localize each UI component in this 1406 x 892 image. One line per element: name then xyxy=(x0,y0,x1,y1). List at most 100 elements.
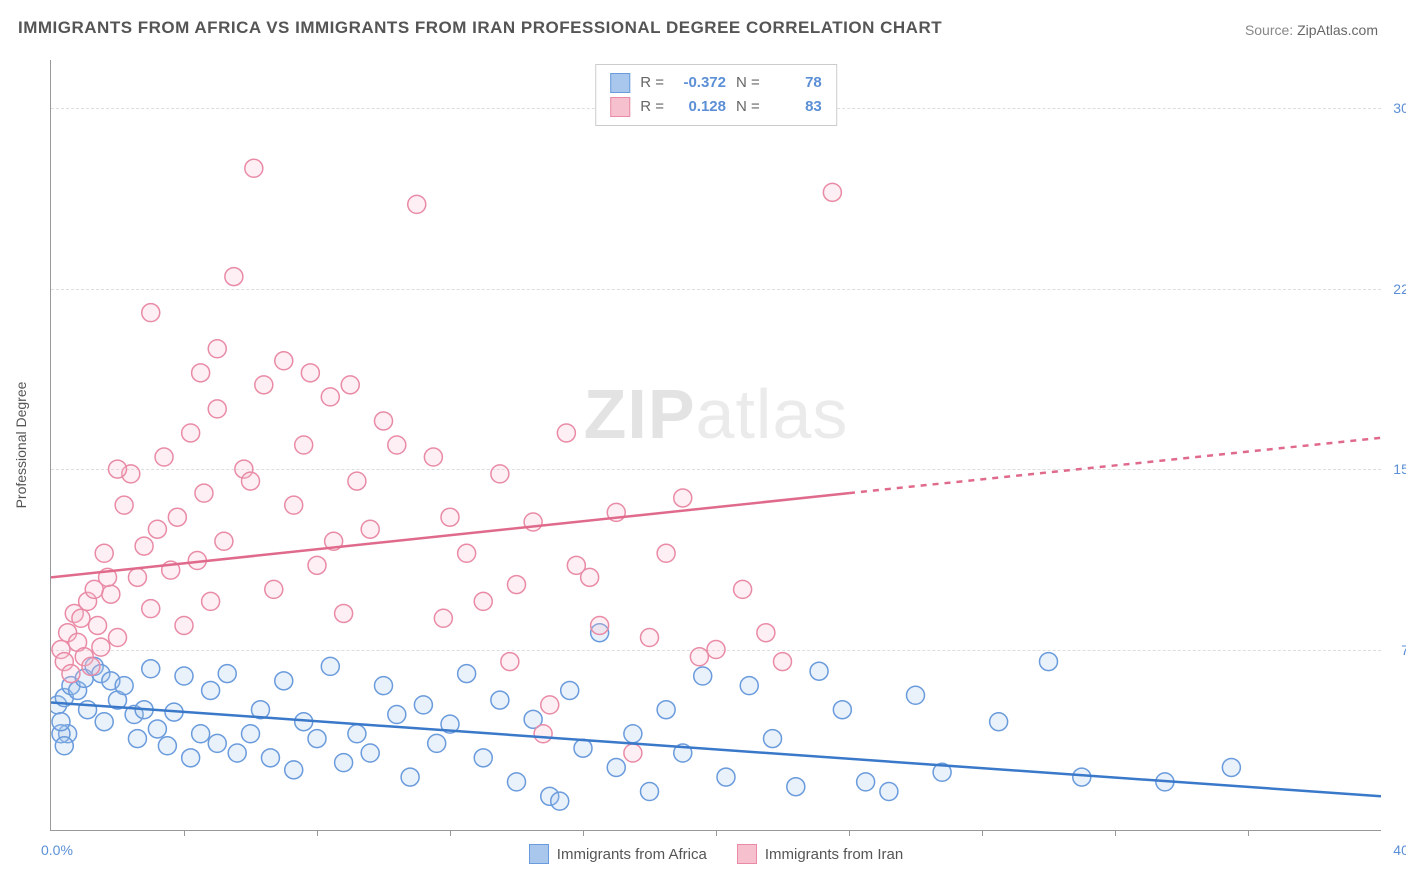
scatter-point xyxy=(242,472,260,490)
scatter-point xyxy=(175,667,193,685)
scatter-point xyxy=(325,532,343,550)
scatter-point xyxy=(75,669,93,687)
scatter-point xyxy=(92,665,110,683)
scatter-point xyxy=(717,768,735,786)
legend-label: Immigrants from Iran xyxy=(765,846,903,863)
scatter-point xyxy=(933,763,951,781)
scatter-point xyxy=(857,773,875,791)
scatter-point xyxy=(192,364,210,382)
scatter-point xyxy=(102,672,120,690)
scatter-point xyxy=(208,400,226,418)
scatter-point xyxy=(541,787,559,805)
scatter-point xyxy=(321,657,339,675)
scatter-point xyxy=(79,701,97,719)
scatter-point xyxy=(102,585,120,603)
scatter-point xyxy=(142,304,160,322)
y-tick-label: 30.0% xyxy=(1383,100,1406,116)
scatter-point xyxy=(321,388,339,406)
scatter-point xyxy=(341,376,359,394)
scatter-point xyxy=(295,713,313,731)
regression-line xyxy=(51,702,1381,796)
r-label: R = xyxy=(640,71,664,95)
scatter-point xyxy=(757,624,775,642)
swatch-icon xyxy=(529,844,549,864)
scatter-point xyxy=(125,706,143,724)
scatter-point xyxy=(295,436,313,454)
scatter-point xyxy=(408,195,426,213)
scatter-point xyxy=(335,754,353,772)
scatter-point xyxy=(192,725,210,743)
scatter-point xyxy=(641,629,659,647)
x-tick xyxy=(583,830,584,836)
scatter-point xyxy=(225,268,243,286)
scatter-point xyxy=(69,681,87,699)
scatter-point xyxy=(275,352,293,370)
regression-line-extrapolated xyxy=(849,438,1381,493)
gridline xyxy=(51,289,1381,290)
scatter-point xyxy=(501,653,519,671)
n-value: 83 xyxy=(770,95,822,119)
scatter-point xyxy=(51,696,67,714)
scatter-point xyxy=(607,758,625,776)
scatter-point xyxy=(740,677,758,695)
scatter-point xyxy=(155,448,173,466)
scatter-point xyxy=(182,749,200,767)
y-tick-label: 22.5% xyxy=(1383,281,1406,297)
scatter-point xyxy=(148,520,166,538)
plot-area: Professional Degree ZIPatlas 7.5%15.0%22… xyxy=(50,60,1381,831)
scatter-point xyxy=(62,665,80,683)
scatter-point xyxy=(99,568,117,586)
watermark-bold: ZIP xyxy=(584,375,696,453)
scatter-point xyxy=(142,660,160,678)
scatter-point xyxy=(335,604,353,622)
scatter-point xyxy=(55,689,73,707)
scatter-point xyxy=(388,436,406,454)
scatter-point xyxy=(434,609,452,627)
scatter-point xyxy=(508,773,526,791)
scatter-point xyxy=(301,364,319,382)
scatter-point xyxy=(92,638,110,656)
scatter-point xyxy=(833,701,851,719)
scatter-point xyxy=(79,592,97,610)
scatter-point xyxy=(52,725,70,743)
scatter-point xyxy=(251,701,269,719)
scatter-point xyxy=(428,734,446,752)
scatter-point xyxy=(907,686,925,704)
swatch-icon xyxy=(610,73,630,93)
scatter-point xyxy=(551,792,569,810)
scatter-point xyxy=(182,424,200,442)
x-tick xyxy=(1115,830,1116,836)
x-axis-max-label: 40.0% xyxy=(1383,842,1406,858)
scatter-point xyxy=(574,739,592,757)
scatter-point xyxy=(694,667,712,685)
scatter-point xyxy=(348,725,366,743)
scatter-point xyxy=(348,472,366,490)
scatter-point xyxy=(674,489,692,507)
scatter-point xyxy=(787,778,805,796)
n-value: 78 xyxy=(770,71,822,95)
scatter-point xyxy=(285,496,303,514)
scatter-point xyxy=(534,725,552,743)
swatch-icon xyxy=(610,97,630,117)
scatter-point xyxy=(641,783,659,801)
chart-svg xyxy=(51,60,1381,830)
scatter-point xyxy=(561,681,579,699)
scatter-point xyxy=(491,465,509,483)
scatter-point xyxy=(89,616,107,634)
x-tick xyxy=(1248,830,1249,836)
scatter-point xyxy=(774,653,792,671)
scatter-point xyxy=(508,576,526,594)
scatter-point xyxy=(275,672,293,690)
scatter-point xyxy=(202,681,220,699)
scatter-point xyxy=(657,701,675,719)
scatter-point xyxy=(128,568,146,586)
scatter-point xyxy=(1156,773,1174,791)
x-tick xyxy=(317,830,318,836)
r-label: R = xyxy=(640,95,664,119)
scatter-point xyxy=(361,744,379,762)
scatter-point xyxy=(85,657,103,675)
scatter-point xyxy=(188,552,206,570)
scatter-point xyxy=(491,691,509,709)
scatter-point xyxy=(474,592,492,610)
scatter-point xyxy=(624,744,642,762)
